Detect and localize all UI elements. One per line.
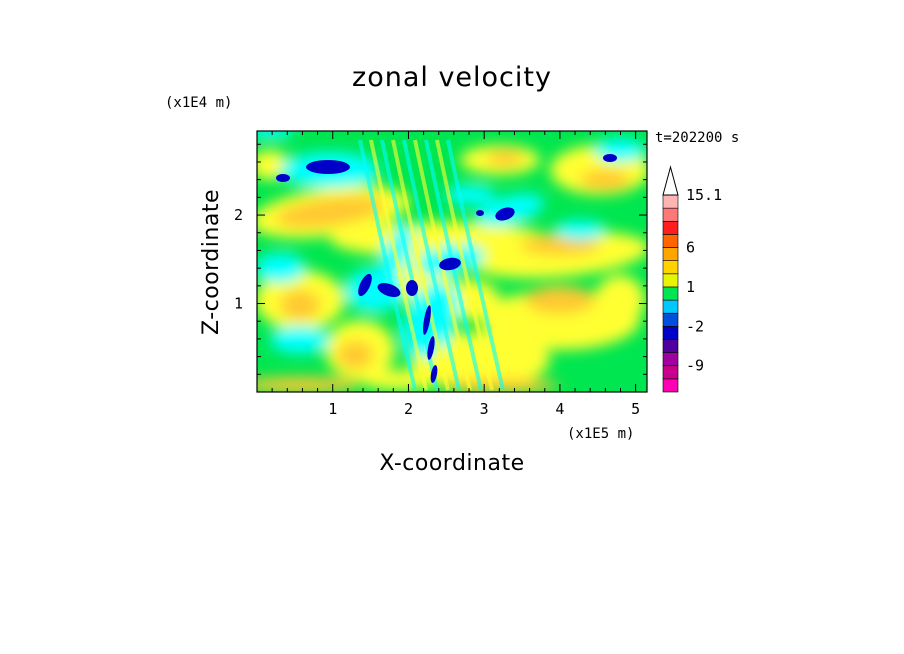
colorbar-swatch	[662, 273, 679, 288]
x-scale-label: (x1E5 m)	[567, 426, 634, 442]
colorbar-swatch	[662, 299, 679, 314]
colorbar-swatch	[662, 234, 679, 248]
x-tick-label: 3	[480, 400, 489, 418]
colorbar-swatch	[662, 207, 679, 222]
colorbar-swatch	[662, 378, 679, 393]
colorbar-label: -9	[686, 357, 704, 375]
x-axis-ticks: 1 2 3 4 5	[271, 131, 640, 418]
colorbar-swatch	[662, 194, 679, 209]
field-minima	[276, 154, 617, 383]
y-axis-ticks: 12	[234, 143, 647, 375]
colorbar-swatch	[662, 247, 679, 261]
y-tick-label: 2	[234, 206, 243, 224]
x-axis-label: X-coordinate	[379, 451, 524, 476]
chart-title: zonal velocity	[352, 62, 552, 93]
colorbar-label: 15.1	[686, 186, 722, 204]
colorbar-label: 6	[686, 239, 695, 257]
colorbar-swatch	[662, 286, 679, 301]
colorbar-label: 1	[686, 278, 695, 296]
plot-frame	[256, 130, 648, 393]
colorbar-extend-arrow	[662, 165, 679, 196]
y-scale-label: (x1E4 m)	[165, 95, 232, 111]
x-tick-label: 5	[631, 400, 640, 418]
colorbar-swatch	[662, 220, 679, 235]
y-axis-label: Z-coordinate	[199, 189, 224, 335]
colorbar-swatch	[662, 352, 679, 367]
colorbar: 15.1 6 1 -2 -9	[662, 165, 722, 393]
field-streaks	[358, 139, 505, 391]
time-label: t=202200 s	[655, 130, 739, 146]
x-tick-label: 2	[404, 400, 413, 418]
colorbar-swatch	[662, 365, 679, 380]
contour-field	[257, 131, 647, 392]
colorbar-label: -2	[686, 317, 704, 335]
colorbar-swatch	[662, 326, 679, 340]
colorbar-swatch	[662, 339, 679, 353]
colorbar-swatch	[662, 312, 679, 327]
x-tick-label: 1	[328, 400, 337, 418]
x-tick-label: 4	[555, 400, 564, 418]
colorbar-swatch	[662, 260, 679, 275]
y-tick-label: 1	[234, 295, 243, 313]
